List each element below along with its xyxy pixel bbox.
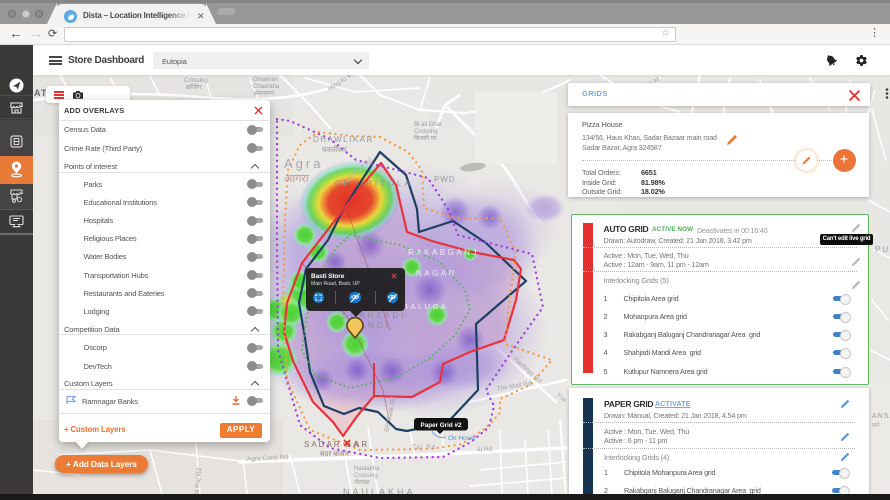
svg-text:SADAR BA: SADAR BA [304,440,360,449]
svg-text:Bi ali Ghar: Bi ali Ghar [414,122,442,128]
svg-text:PU: PU [875,245,890,254]
svg-text:aj Rd: aj Rd [477,446,493,453]
svg-text:Paper Grid #2: Paper Grid #2 [421,422,462,429]
svg-text:Agra: Agra [284,156,323,171]
svg-text:आगरा: आगरा [284,173,309,185]
svg-text:Taj Rd: Taj Rd [412,444,436,451]
svg-text:Omakran: Omakran [253,77,278,83]
svg-text:On Hover: On Hover [448,435,477,442]
svg-text:सदर बाजार: सदर बाजार [320,451,349,458]
svg-text:Crossing: Crossing [184,78,208,84]
svg-text:Crossing: Crossing [354,473,378,479]
svg-text:NAGAR: NAGAR [416,269,457,278]
svg-text:AT: AT [34,88,47,98]
svg-text:Crossing: Crossing [414,129,438,135]
svg-text:CHHIPITOLA: CHHIPITOLA [335,179,413,188]
svg-text:NAULAKHA: NAULAKHA [343,487,416,494]
svg-text:SHAHZADI: SHAHZADI [342,311,406,320]
svg-text:Naulakha: Naulakha [354,466,380,472]
svg-text:M Raj Rd: M Raj Rd [194,467,203,494]
svg-text:क्रॉसिंग: क्रॉसिंग [186,83,202,91]
svg-text:ANSA: ANSA [872,413,890,420]
svg-text:AR: AR [354,440,369,449]
svg-text:PWD: PWD [434,175,456,184]
svg-text:धवलीकर: धवलीकर [322,145,348,154]
svg-text:धर्म: धर्म [872,421,880,429]
svg-text:बिजली घर: बिजली घर [414,134,437,142]
svg-text:MANDI: MANDI [350,321,391,330]
svg-text:DHAWLIKAR: DHAWLIKAR [313,135,374,144]
svg-text:Chauraha: Chauraha [253,84,280,90]
svg-text:ओमकरण: ओमकरण [253,89,275,97]
svg-text:RAKABGANJ: RAKABGANJ [408,248,479,257]
svg-text:Agra Cantt Rd: Agra Cantt Rd [247,454,289,463]
svg-text:नौलखा: नौलखा [354,478,370,486]
svg-text:BALUGA: BALUGA [403,302,448,311]
